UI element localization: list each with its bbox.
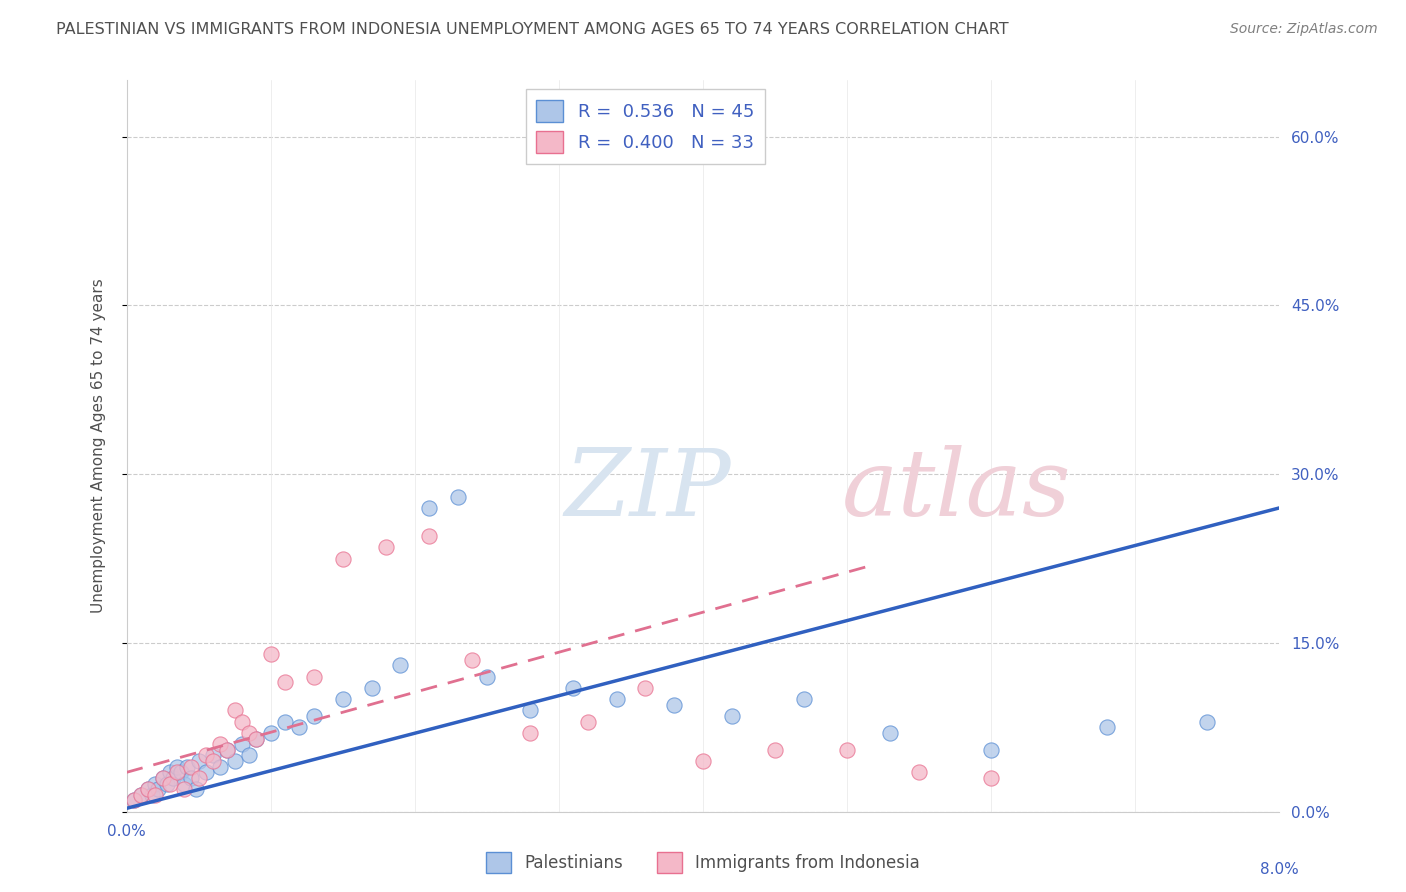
Point bbox=[194, 748, 217, 763]
Point bbox=[360, 681, 382, 695]
Point bbox=[122, 793, 145, 807]
Y-axis label: Unemployment Among Ages 65 to 74 years: Unemployment Among Ages 65 to 74 years bbox=[91, 278, 105, 614]
Point bbox=[173, 782, 195, 797]
Point bbox=[418, 529, 440, 543]
Point bbox=[145, 776, 166, 790]
Point bbox=[980, 771, 1002, 785]
Point bbox=[159, 765, 181, 780]
Point bbox=[173, 776, 195, 790]
Point bbox=[141, 788, 163, 802]
Point bbox=[166, 765, 188, 780]
Point bbox=[159, 776, 181, 790]
Point bbox=[217, 743, 239, 757]
Point bbox=[209, 737, 232, 751]
Text: ZIP: ZIP bbox=[565, 445, 731, 535]
Point bbox=[259, 726, 281, 740]
Point bbox=[245, 731, 267, 746]
Point bbox=[908, 765, 931, 780]
Point bbox=[274, 714, 297, 729]
Point bbox=[187, 754, 209, 768]
Point bbox=[475, 670, 498, 684]
Point bbox=[184, 782, 207, 797]
Point bbox=[245, 731, 267, 746]
Point bbox=[217, 743, 239, 757]
Text: PALESTINIAN VS IMMIGRANTS FROM INDONESIA UNEMPLOYMENT AMONG AGES 65 TO 74 YEARS : PALESTINIAN VS IMMIGRANTS FROM INDONESIA… bbox=[56, 22, 1010, 37]
Point bbox=[763, 743, 786, 757]
Point bbox=[720, 709, 742, 723]
Legend: Palestinians, Immigrants from Indonesia: Palestinians, Immigrants from Indonesia bbox=[479, 846, 927, 880]
Point bbox=[634, 681, 657, 695]
Point bbox=[1197, 714, 1219, 729]
Point bbox=[156, 776, 179, 790]
Point bbox=[187, 771, 209, 785]
Point bbox=[194, 765, 217, 780]
Point bbox=[231, 714, 253, 729]
Point bbox=[519, 726, 541, 740]
Point bbox=[129, 788, 152, 802]
Legend: R =  0.536   N = 45, R =  0.400   N = 33: R = 0.536 N = 45, R = 0.400 N = 33 bbox=[526, 89, 765, 164]
Point bbox=[238, 726, 260, 740]
Point bbox=[418, 500, 440, 515]
Point bbox=[519, 703, 541, 717]
Point bbox=[202, 748, 225, 763]
Point bbox=[879, 726, 901, 740]
Point bbox=[166, 760, 188, 774]
Point bbox=[170, 765, 193, 780]
Point bbox=[793, 692, 815, 706]
Point bbox=[302, 709, 325, 723]
Point bbox=[162, 771, 184, 785]
Text: 8.0%: 8.0% bbox=[1260, 863, 1299, 878]
Point bbox=[136, 782, 159, 797]
Point bbox=[692, 754, 714, 768]
Point bbox=[224, 754, 246, 768]
Point bbox=[238, 748, 260, 763]
Point bbox=[835, 743, 858, 757]
Text: Source: ZipAtlas.com: Source: ZipAtlas.com bbox=[1230, 22, 1378, 37]
Point bbox=[461, 653, 484, 667]
Point bbox=[606, 692, 628, 706]
Point bbox=[231, 737, 253, 751]
Point bbox=[664, 698, 686, 712]
Point bbox=[332, 692, 354, 706]
Point bbox=[180, 771, 202, 785]
Point bbox=[374, 541, 398, 555]
Point bbox=[274, 675, 297, 690]
Point bbox=[152, 771, 174, 785]
Point bbox=[136, 782, 159, 797]
Point bbox=[129, 788, 152, 802]
Point bbox=[980, 743, 1002, 757]
Point bbox=[202, 754, 225, 768]
Point bbox=[224, 703, 246, 717]
Point bbox=[180, 760, 202, 774]
Point bbox=[152, 771, 174, 785]
Point bbox=[209, 760, 232, 774]
Point bbox=[562, 681, 585, 695]
Point bbox=[447, 490, 470, 504]
Point bbox=[176, 760, 198, 774]
Point bbox=[122, 793, 145, 807]
Point bbox=[332, 551, 354, 566]
Point bbox=[576, 714, 599, 729]
Point bbox=[288, 720, 311, 734]
Point bbox=[389, 658, 412, 673]
Point bbox=[302, 670, 325, 684]
Text: atlas: atlas bbox=[841, 445, 1071, 535]
Point bbox=[259, 647, 281, 661]
Point bbox=[1095, 720, 1118, 734]
Point bbox=[145, 788, 166, 802]
Point bbox=[148, 782, 170, 797]
